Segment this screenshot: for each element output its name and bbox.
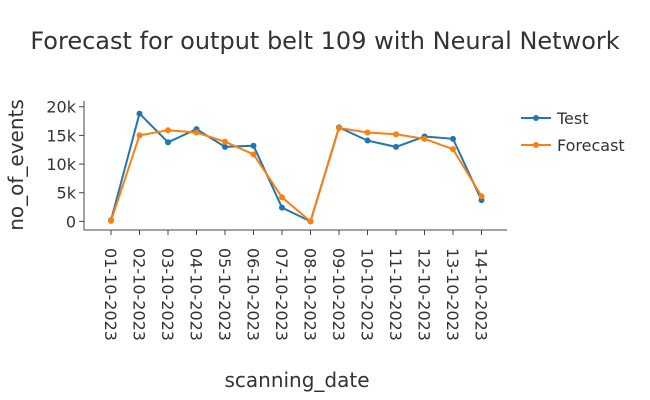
test-point: [136, 110, 143, 117]
test-point: [222, 143, 228, 150]
forecast-point: [108, 217, 114, 224]
y-tick-label: 0: [66, 212, 76, 231]
x-tick-label: 07-10-2023: [272, 248, 291, 341]
legend-forecast-label: Forecast: [557, 136, 625, 155]
y-tick-label: 15k: [46, 126, 76, 145]
forecast-point: [364, 129, 371, 136]
forecast-point: [279, 194, 285, 201]
forecast-point: [165, 127, 171, 134]
forecast-point: [250, 151, 257, 158]
forecast-point: [393, 131, 399, 138]
test-point: [364, 137, 371, 144]
x-tick-label: 01-10-2023: [101, 248, 120, 341]
forecast-point: [478, 193, 485, 200]
x-tick-label: 08-10-2023: [301, 248, 320, 341]
x-tick-label: 14-10-2023: [472, 248, 491, 341]
x-tick-label: 03-10-2023: [158, 248, 177, 341]
forecast-point: [222, 138, 228, 145]
forecast-point: [450, 146, 456, 153]
y-tick-label: 10k: [46, 155, 76, 174]
forecast-series-line: [110, 126, 483, 224]
x-ticks: 01-10-2023 02-10-2023 03-10-2023 04-10-2023…: [101, 230, 491, 341]
x-tick-label: 09-10-2023: [329, 248, 348, 341]
x-tick-label: 10-10-2023: [358, 248, 377, 341]
x-axis-title: scanning_date: [224, 368, 369, 392]
x-tick-label: 13-10-2023: [443, 248, 462, 341]
y-ticks: 0 5k 10k 15k 20k: [46, 98, 84, 231]
test-point: [450, 135, 456, 142]
legend-test-marker: [533, 115, 539, 121]
x-tick-label: 11-10-2023: [386, 248, 405, 341]
forecast-point: [193, 129, 200, 136]
chart-title: Forecast for output belt 109 with Neural…: [30, 27, 619, 55]
legend: Test Forecast: [521, 109, 625, 155]
test-point: [165, 139, 171, 146]
legend-forecast-marker: [533, 142, 539, 148]
x-tick-label: 04-10-2023: [187, 248, 206, 341]
x-tick-label: 12-10-2023: [415, 248, 434, 341]
x-tick-label: 05-10-2023: [215, 248, 234, 341]
test-point: [250, 142, 257, 149]
x-tick-label: 06-10-2023: [244, 248, 263, 341]
legend-test-label: Test: [556, 109, 589, 128]
y-tick-label: 20k: [46, 98, 76, 117]
series-layer: [108, 110, 485, 225]
forecast-point: [421, 135, 428, 142]
forecast-point: [136, 132, 143, 139]
test-point: [279, 204, 285, 211]
test-point: [393, 143, 399, 150]
x-tick-label: 02-10-2023: [130, 248, 149, 341]
y-tick-label: 5k: [57, 184, 77, 203]
forecast-point: [307, 218, 314, 225]
y-axis-title: no_of_events: [4, 99, 28, 231]
forecast-point: [336, 124, 342, 131]
